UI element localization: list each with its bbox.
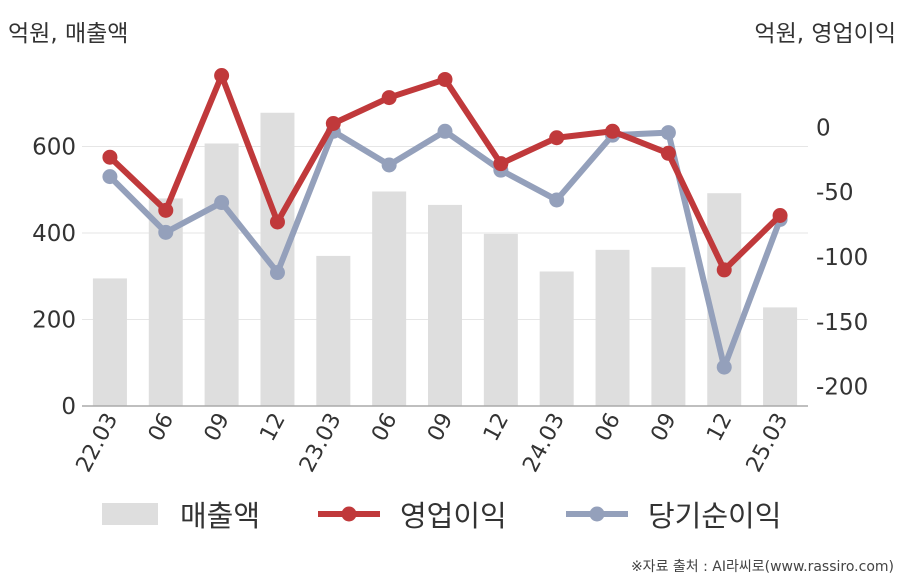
x-tick-label: 09 — [423, 409, 458, 445]
x-tick-label: 12 — [702, 409, 737, 445]
right-axis-unit-label: 억원, 영업이익 — [754, 21, 896, 47]
operating-income-point — [605, 123, 621, 139]
x-tick-label: 22.03 — [72, 409, 124, 476]
net-income-point — [269, 265, 285, 281]
operating-income-point — [549, 130, 565, 146]
operating-income-point — [102, 149, 118, 165]
legend-label-net-income: 당기순이익 — [648, 499, 782, 533]
legend-label-operating-income: 영업이익 — [400, 499, 507, 533]
right-tick-label: -50 — [816, 180, 854, 206]
operating-income-point — [214, 68, 230, 84]
x-tick-label: 12 — [256, 409, 291, 445]
x-tick-label: 09 — [200, 409, 235, 445]
legend-item-operating-income: 영업이익 — [318, 492, 507, 536]
net-income-point — [381, 157, 397, 173]
net-income-point — [214, 195, 230, 211]
revenue-bar — [204, 143, 239, 406]
operating-income-point — [325, 115, 341, 131]
source-credit: ※자료 출처 : AI라씨로(www.rassiro.com) — [630, 559, 894, 575]
operating-income-point — [437, 71, 453, 87]
x-tick-label: 09 — [646, 409, 681, 445]
operating-income-point — [716, 262, 732, 278]
net-income-point — [549, 192, 565, 208]
revenue-bar — [651, 267, 686, 406]
left-tick-label: 200 — [32, 308, 76, 334]
revenue-bar — [372, 191, 407, 406]
x-tick-label: 06 — [591, 409, 626, 445]
operating-income-point — [381, 90, 397, 106]
operating-income-point — [269, 214, 285, 230]
x-tick-label: 24.03 — [518, 409, 570, 476]
net-income-point — [102, 169, 118, 185]
legend-swatch-revenue — [102, 503, 158, 525]
right-tick-label: 0 — [816, 115, 831, 141]
net-income-point — [437, 123, 453, 139]
revenue-bar — [428, 204, 462, 406]
right-tick-label: -150 — [816, 310, 868, 336]
x-tick-label: 25.03 — [742, 409, 794, 476]
revenue-bar — [92, 278, 127, 406]
left-tick-label: 400 — [32, 221, 76, 247]
left-tick-label: 0 — [61, 394, 76, 420]
legend-item-net-income: 당기순이익 — [566, 492, 781, 536]
operating-income-point — [493, 156, 509, 172]
net-income-point — [660, 125, 676, 141]
legend-item-revenue: 매출액 — [102, 492, 260, 536]
x-tick-label: 12 — [479, 409, 514, 445]
legend-swatch-operating-income — [318, 506, 380, 522]
left-axis-unit-label: 억원, 매출액 — [8, 21, 129, 47]
revenue-bar — [763, 307, 798, 406]
revenue-bar — [595, 249, 630, 406]
net-income-point — [158, 224, 174, 240]
x-tick-label: 23.03 — [295, 409, 347, 476]
right-tick-label: -100 — [816, 245, 868, 271]
x-tick-label: 06 — [367, 409, 402, 445]
net-income-point — [716, 359, 732, 375]
revenue-bar — [483, 233, 518, 406]
operating-income-point — [772, 208, 788, 224]
operating-income-point — [660, 145, 676, 161]
legend-swatch-net-income — [566, 506, 628, 522]
operating-income-point — [158, 202, 174, 218]
revenue-bar — [316, 255, 351, 406]
right-tick-label: -200 — [816, 375, 868, 401]
left-tick-label: 600 — [32, 135, 76, 161]
revenue-bar — [539, 271, 574, 406]
x-tick-label: 06 — [144, 409, 179, 445]
legend-label-revenue: 매출액 — [180, 499, 261, 533]
